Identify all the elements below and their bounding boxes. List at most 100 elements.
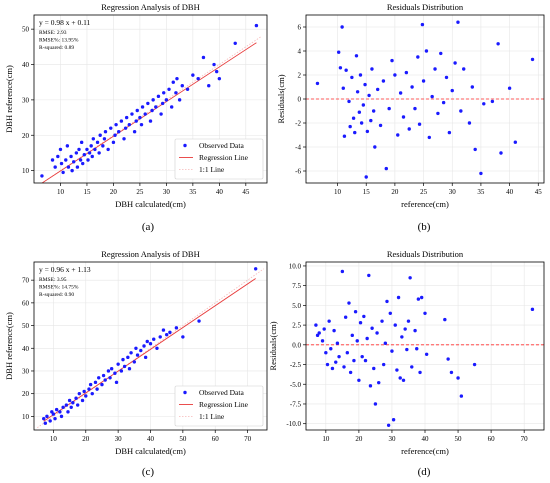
regression-equation: y = 0.98 x + 0.11 [39,18,91,27]
x-tick-label: 35 [189,188,197,196]
data-point [365,129,370,134]
x-tick-label: 40 [422,435,430,443]
data-point [370,67,374,71]
data-point [106,147,110,152]
chart-title: Regression Analysis of DBH [101,2,199,12]
data-point [109,126,113,130]
chart-panel-4: 10 20 30 40 50 60 70 -10.0 -7.5 -5.0 -2.5 0.0 2.5 5.0… [268,249,545,478]
data-point [79,140,84,145]
x-tick-label: 20 [355,435,363,443]
data-point [324,351,328,355]
data-point [330,366,335,371]
data-point [404,70,409,75]
data-point [54,407,59,412]
y-tick-label: 50 [22,322,30,330]
data-point [145,339,149,344]
data-point [447,130,452,135]
data-point [160,101,165,106]
data-point [347,99,351,104]
data-point [373,145,377,149]
data-point [395,368,399,372]
data-point [180,84,184,88]
data-point [214,69,219,74]
legend-label: Regression Line [199,153,249,162]
data-point [148,342,153,346]
data-point [121,357,125,362]
data-point [444,75,449,80]
data-point [127,122,132,127]
data-point [470,85,475,89]
data-point [111,140,116,145]
data-point [413,106,417,111]
data-point [462,67,466,71]
y-tick-label: -2.5 [290,361,302,369]
data-point [119,369,124,373]
data-point [415,347,419,351]
data-point [350,333,354,338]
data-point [43,421,48,425]
data-point [174,326,179,330]
y-tick-label: 10.0 [289,262,302,270]
data-point [513,140,518,144]
data-point [254,23,259,28]
data-point [441,100,446,105]
data-point [95,140,100,145]
data-point [467,121,472,125]
data-point [393,323,397,327]
panel-label: (c) [142,466,155,478]
y-tick-label: 40 [22,345,30,353]
data-point [89,144,93,148]
data-point [410,85,414,89]
data-point [386,423,391,427]
data-point [342,365,346,369]
data-point [325,362,330,367]
panel-label: (d) [418,466,431,478]
y-tick-label: 20 [22,390,30,398]
data-point [335,341,340,345]
legend-label: 1:1 Line [199,412,225,421]
chart-panel-1: 10 15 20 25 30 35 40 45 10 20 30 40 50 Regression Ana… [4,2,268,233]
data-point [375,331,379,335]
data-point [69,405,73,409]
y-tick-label: 10 [22,167,30,175]
data-point [482,102,486,106]
plot-frame [33,261,268,431]
data-point [135,108,139,113]
data-point [421,79,426,83]
y-axis-label: Residuals(cm) [268,321,278,370]
data-point [383,341,388,345]
data-point [196,76,200,81]
data-point [417,122,422,126]
plot-lines [37,267,264,429]
x-tick-label: 25 [420,188,428,196]
data-point [400,335,404,339]
x-tick-label: 40 [147,435,155,443]
data-point [385,299,389,304]
data-point [530,57,535,62]
data-point [132,360,137,364]
x-tick-label: 20 [391,188,399,196]
data-point [139,348,143,353]
data-point [347,301,351,305]
data-point [177,98,182,102]
data-point [197,319,201,323]
data-point [64,158,68,162]
chart-title: Residuals Distribution [387,2,464,12]
data-point [357,110,362,114]
data-point [362,314,366,319]
data-point [51,412,56,416]
data-point [368,384,373,388]
y-tick-label: -2 [295,120,301,128]
data-point [97,376,101,380]
y-tick-label: 30 [22,96,30,104]
x-tick-label: 35 [477,188,485,196]
data-point [373,402,378,406]
data-point [56,154,60,159]
data-point [50,158,55,162]
data-point [408,276,412,280]
data-point [113,133,117,137]
data-point [343,315,348,319]
data-point [253,267,258,271]
data-point [378,123,383,128]
data-point [381,79,386,83]
